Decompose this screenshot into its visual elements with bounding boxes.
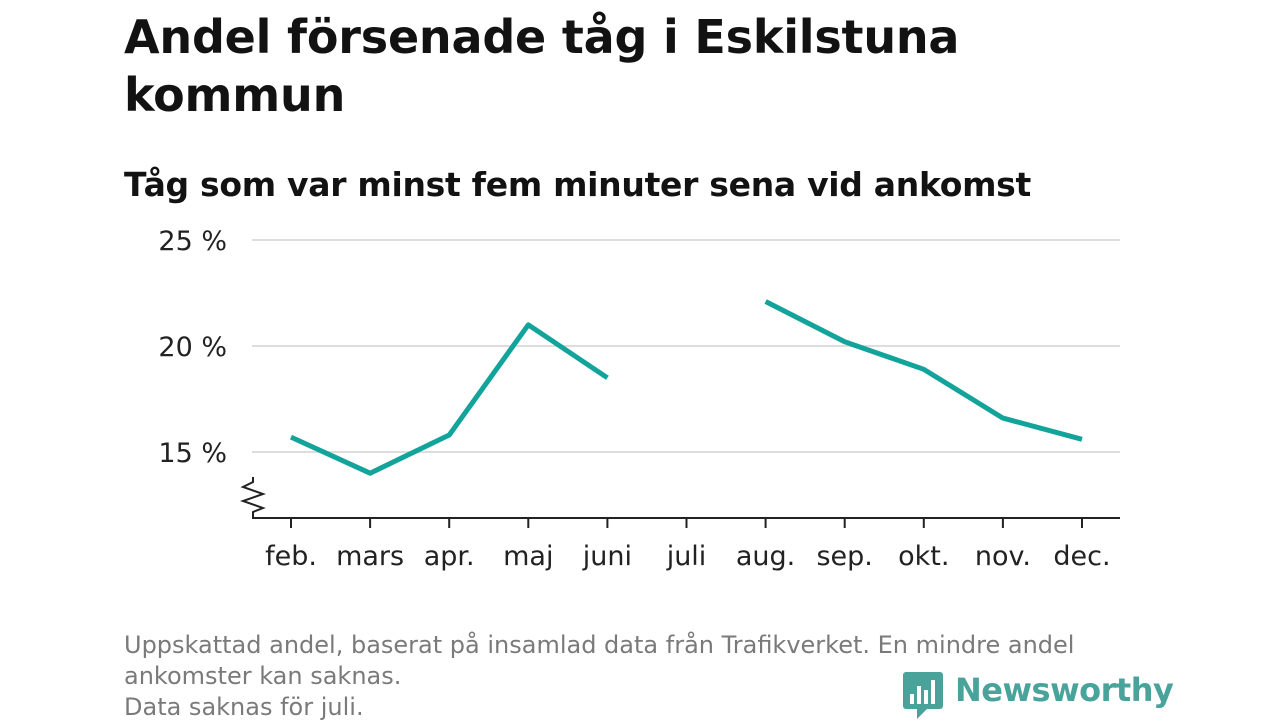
y-axis-break-icon [239,477,267,518]
footnote-missing-data: Data saknas för juli. [124,693,364,721]
x-tick-label: okt. [898,541,949,572]
x-tick-label: juni [582,541,632,572]
x-tick-label: mars [336,541,404,572]
footnote-source: Uppskattad andel, baserat på insamlad da… [124,631,1075,690]
x-tick-label: feb. [265,541,317,572]
brand-name: Newsworthy [955,671,1174,709]
footnote: Uppskattad andel, baserat på insamlad da… [124,630,1184,723]
x-tick-label: maj [503,541,553,572]
brand-logo: Newsworthy [903,668,1174,720]
y-tick-label: 25 % [158,226,227,257]
series-layer [289,299,1083,476]
axis-layer: 15 % 20 % 25 % feb. mars apr. maj juni juli aug. s… [158,226,1120,572]
x-tick-label: dec. [1053,541,1110,572]
x-tick-label: apr. [424,541,475,572]
chart-subtitle: Tåg som var minst fem minuter sena vid a… [124,165,1031,204]
series-line-segment-2 [764,299,1083,442]
series-line-segment-1 [289,322,609,476]
chart-title: Andel försenade tåg i Eskilstuna kommun [124,10,960,122]
y-tick-label: 15 % [158,438,227,469]
x-tick-label: nov. [975,541,1031,572]
x-tick-label: sep. [816,541,872,572]
x-tick-label: aug. [736,541,795,572]
grid-layer [252,239,1120,453]
y-tick-label: 20 % [158,332,227,363]
x-tick-label: juli [666,541,707,572]
newsworthy-bar-chart-icon [903,672,943,719]
